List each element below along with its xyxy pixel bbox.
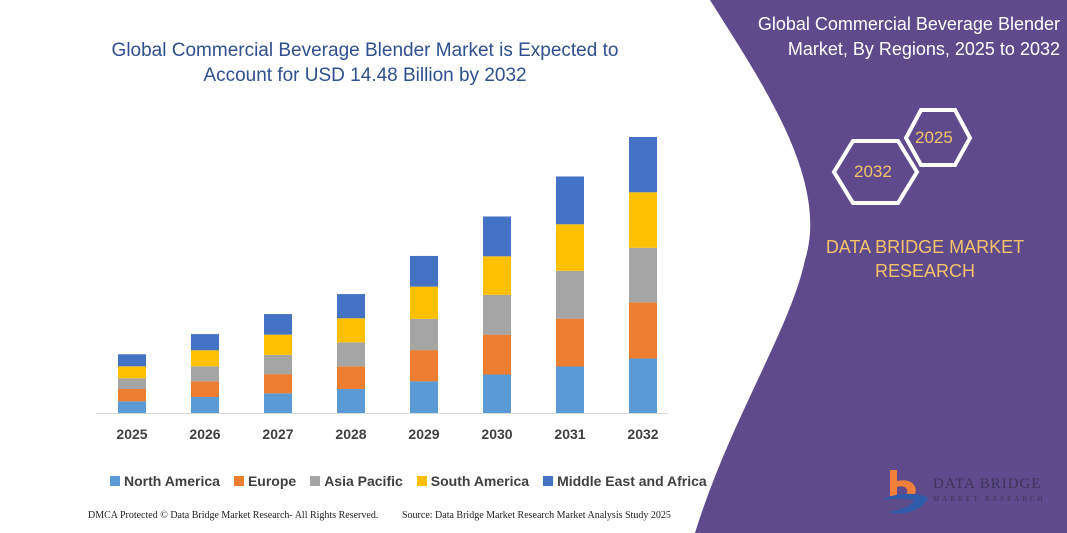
bar-2030-europe [483, 334, 511, 375]
bar-2026-south-america [191, 350, 219, 367]
bar-2028-europe [337, 366, 365, 389]
legend-label: Middle East and Africa [557, 473, 707, 489]
bar-2030-asia-pacific [483, 294, 511, 335]
bar-2028-middle-east-and-africa [337, 294, 365, 319]
bar-2032-europe [629, 302, 657, 359]
bar-2028-south-america [337, 318, 365, 343]
bar-2028-north-america [337, 388, 365, 413]
x-tick-label: 2030 [481, 426, 512, 442]
bar-2032-south-america [629, 192, 657, 248]
x-tick-label: 2031 [554, 426, 585, 442]
chart-legend: North America Europe Asia Pacific South Ame… [110, 473, 707, 489]
x-tick-label: 2032 [627, 426, 658, 442]
bar-2027-europe [264, 374, 292, 394]
legend-label: South America [430, 473, 530, 489]
legend-item: North America [110, 473, 220, 489]
logo-text-sub: MARKET RESEARCH [933, 495, 1046, 503]
bar-2025-south-america [118, 366, 146, 379]
hex-label-2025: 2025 [915, 128, 953, 147]
footer-source: Source: Data Bridge Market Research Mark… [402, 510, 671, 521]
x-tick-label: 2028 [335, 426, 366, 442]
legend-item: South America [416, 473, 530, 489]
legend-label: Europe [247, 473, 297, 489]
panel-shape [695, 0, 1067, 533]
hexagon-2032 [831, 139, 920, 205]
x-tick-label: 2026 [189, 426, 220, 442]
legend-swatch [310, 476, 321, 486]
bar-2027-middle-east-and-africa [264, 314, 292, 335]
bar-2029-asia-pacific [410, 318, 438, 351]
bar-2032-north-america [629, 358, 657, 413]
bar-2026-north-america [191, 396, 219, 413]
bar-2026-europe [191, 381, 219, 397]
bar-2029-middle-east-and-africa [410, 255, 438, 287]
legend-label: North America [124, 473, 220, 489]
bar-2029-europe [410, 350, 438, 382]
hexagon-2025 [903, 108, 973, 167]
legend-item: Europe [233, 473, 297, 489]
bar-2026-asia-pacific [191, 366, 219, 382]
bar-2029-north-america [410, 381, 438, 413]
chart-title: Global Commercial Beverage Blender Marke… [111, 40, 619, 86]
bar-2032-middle-east-and-africa [629, 137, 657, 193]
x-tick-label: 2025 [116, 426, 147, 442]
legend-swatch [416, 476, 427, 486]
data-bridge-logo-icon [882, 470, 928, 514]
x-tick-label: 2027 [262, 426, 293, 442]
bar-2025-middle-east-and-africa [118, 354, 146, 367]
stacked-bar-chart: 2025 2026 2027 2028 2029 2030 2031 2032 [96, 137, 668, 442]
bar-2030-north-america [483, 374, 511, 413]
bar-2031-asia-pacific [556, 270, 584, 319]
bar-2031-middle-east-and-africa [556, 176, 584, 225]
bar-2030-south-america [483, 256, 511, 295]
legend-swatch [110, 476, 120, 486]
bar-2026-middle-east-and-africa [191, 334, 219, 351]
x-tick-label: 2029 [408, 426, 439, 442]
bar-2028-asia-pacific [337, 342, 365, 367]
bar-2031-north-america [556, 366, 584, 413]
bar-2031-europe [556, 318, 584, 367]
bar-2029-south-america [410, 286, 438, 319]
bar-2027-asia-pacific [264, 354, 292, 375]
bar-2025-asia-pacific [118, 378, 146, 389]
brand-text: DATA BRIDGE MARKET RESEARCH [825, 237, 1025, 281]
legend-label: Asia Pacific [324, 473, 403, 489]
footer-copyright: DMCA Protected © Data Bridge Market Rese… [88, 510, 379, 521]
legend-swatch [233, 476, 244, 486]
panel-title: Global Commercial Beverage Blender Marke… [757, 14, 1060, 59]
bar-2027-south-america [264, 334, 292, 355]
bar-2031-south-america [556, 224, 584, 271]
legend-item: Asia Pacific [310, 473, 403, 489]
bar-2030-middle-east-and-africa [483, 216, 511, 257]
bar-2025-europe [118, 388, 146, 402]
legend-item: Middle East and Africa [543, 473, 707, 489]
logo-text-main: DATA BRIDGE [933, 476, 1042, 492]
bar-2032-asia-pacific [629, 247, 657, 303]
bar-2027-north-america [264, 393, 292, 413]
hex-label-2032: 2032 [854, 162, 892, 181]
legend-swatch [543, 476, 554, 486]
bar-2025-north-america [118, 401, 146, 413]
